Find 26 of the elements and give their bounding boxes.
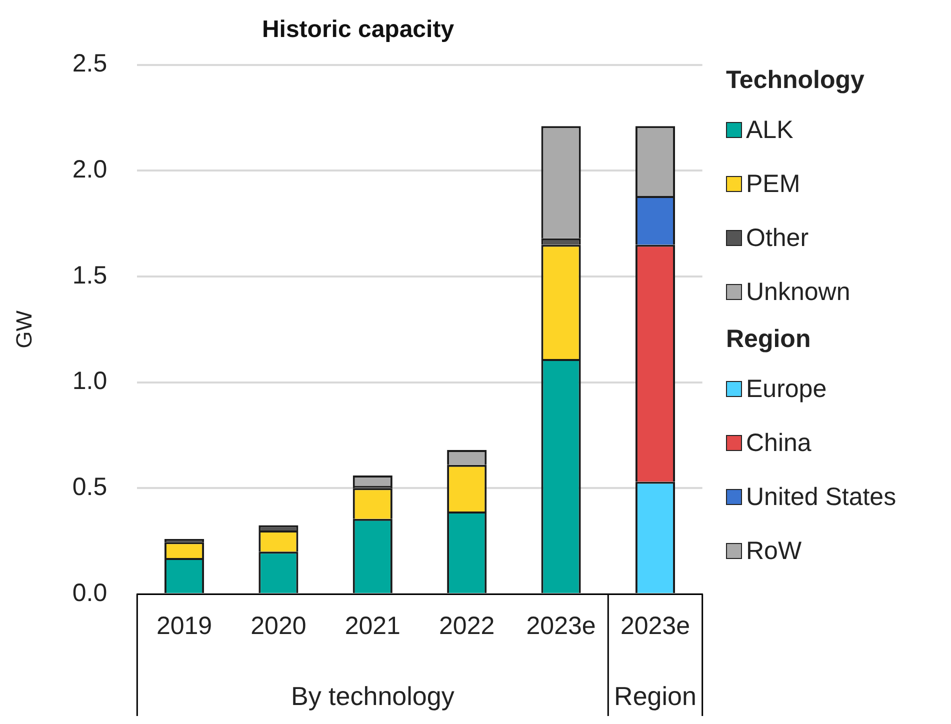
legend-label: Other xyxy=(746,224,809,252)
legend-label: RoW xyxy=(746,536,802,566)
legend-label: PEM xyxy=(746,170,800,198)
y-tick-label: 0.5 xyxy=(72,473,108,502)
legend-label: Europe xyxy=(746,374,827,404)
legend-label: China xyxy=(746,428,812,458)
x-tick-label: 2023e xyxy=(620,612,690,640)
text: Region xyxy=(726,325,812,354)
y-tick-label: 1.0 xyxy=(72,367,108,396)
legend-label: Unknown xyxy=(746,278,850,306)
text: Region xyxy=(614,681,696,712)
x-tick-label: 2020 xyxy=(250,612,306,640)
y-tick-label: 0.0 xyxy=(72,578,108,607)
chart-title: Historic capacity xyxy=(262,16,455,44)
x-tick-label: 2022 xyxy=(439,612,495,640)
x-tick-label: 2019 xyxy=(156,612,212,640)
y-tick-label: 2.5 xyxy=(72,50,108,78)
text: By technology xyxy=(290,681,454,712)
legend-title: Technology xyxy=(726,66,866,95)
x-tick-label: 2021 xyxy=(344,612,400,640)
legend-label: ALK xyxy=(746,116,794,144)
y-axis-title: GW xyxy=(11,310,36,348)
y-tick-label: 1.5 xyxy=(72,261,108,290)
x-tick-label: 2023e xyxy=(526,612,596,640)
legend-label: United States xyxy=(746,482,896,512)
y-tick-label: 2.0 xyxy=(72,156,108,184)
